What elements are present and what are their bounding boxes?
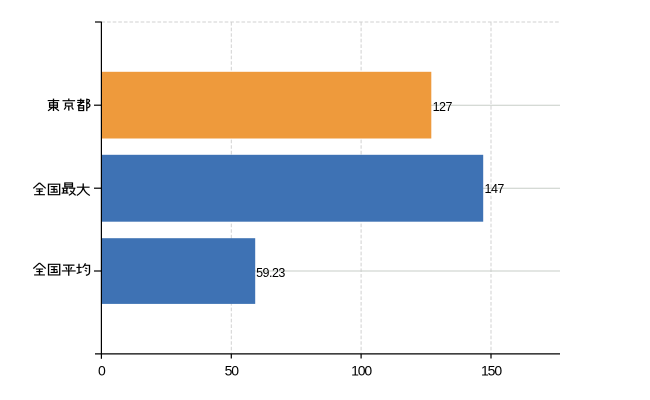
svg-text:147: 147 bbox=[485, 182, 505, 196]
svg-text:0: 0 bbox=[98, 362, 106, 378]
svg-text:59.23: 59.23 bbox=[256, 266, 285, 280]
svg-text:100: 100 bbox=[351, 362, 372, 378]
svg-text:150: 150 bbox=[481, 362, 502, 378]
svg-text:127: 127 bbox=[433, 100, 453, 114]
svg-text:50: 50 bbox=[225, 362, 240, 378]
